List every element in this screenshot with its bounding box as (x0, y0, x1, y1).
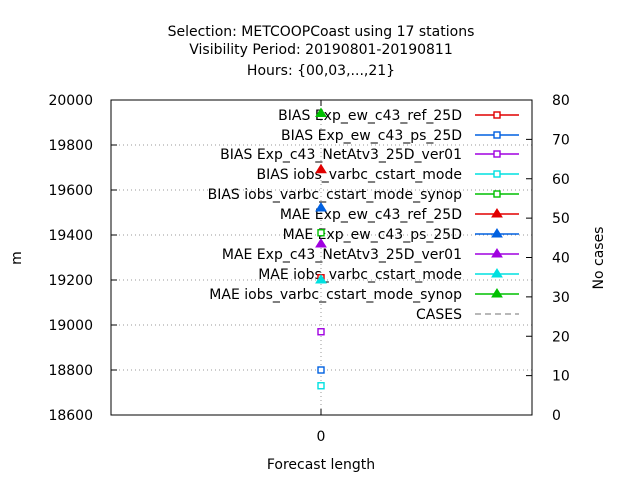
data-point (317, 328, 325, 336)
legend-label: BIAS Exp_c43_NetAtv3_25D_ver01 (220, 147, 462, 163)
data-point (315, 202, 327, 212)
legend-label: CASES (416, 307, 462, 323)
legend-label: BIAS iobs_varbc_cstart_mode_synop (208, 187, 463, 203)
legend-label: MAE Exp_ew_c43_ps_25D (283, 227, 462, 243)
y2-tick-label: 40 (552, 251, 570, 267)
chart-title-line: Hours: {00,03,...,21} (247, 63, 395, 79)
legend-marker (491, 228, 503, 238)
y2-tick-label: 70 (552, 132, 570, 148)
chart-title-line: Visibility Period: 20190801-20190811 (189, 42, 453, 58)
legend-marker (491, 288, 503, 298)
y2-axis-label: No cases (591, 227, 607, 290)
y2-tick-label: 20 (552, 329, 570, 345)
data-point (315, 274, 327, 284)
data-points (315, 107, 327, 390)
legend-label: MAE Exp_c43_NetAtv3_25D_ver01 (222, 247, 462, 263)
data-point (315, 163, 327, 174)
data-point (317, 366, 325, 374)
y2-tick-label: 30 (552, 290, 570, 306)
chart-title: Selection: METCOOPCoast using 17 station… (168, 24, 475, 79)
legend-label: BIAS iobs_varbc_cstart_mode (257, 167, 463, 183)
y-tick-label: 19000 (48, 318, 93, 334)
legend-marker (491, 208, 503, 218)
legend-label: BIAS Exp_ew_c43_ref_25D (278, 108, 462, 124)
data-point (317, 229, 325, 237)
legend-marker (493, 131, 501, 139)
y-tick-label: 19600 (48, 183, 93, 199)
y-axis: 18600 18800 19000 19200 19400 19600 19800 20000 (48, 93, 117, 424)
data-point (315, 238, 327, 248)
y2-tick-label: 0 (552, 408, 561, 424)
x-tick-label: 0 (317, 429, 326, 445)
y-tick-label: 18600 (48, 408, 93, 424)
legend-label: MAE iobs_varbc_cstart_mode (258, 267, 462, 283)
y-axis-label: m (9, 251, 25, 265)
y-tick-label: 19200 (48, 273, 93, 289)
legend-marker (493, 150, 501, 158)
data-point (317, 382, 325, 390)
y2-tick-label: 10 (552, 369, 570, 385)
legend: BIAS Exp_ew_c43_ref_25D BIAS Exp_ew_c43_p… (208, 108, 519, 323)
legend-marker (491, 248, 503, 258)
legend-marker (491, 268, 503, 278)
x-axis: 0 (317, 100, 326, 445)
legend-label: BIAS Exp_ew_c43_ps_25D (281, 128, 462, 144)
legend-marker (493, 111, 501, 119)
data-point (315, 107, 327, 117)
legend-label: MAE Exp_ew_c43_ref_25D (280, 207, 462, 223)
y-tick-label: 18800 (48, 363, 93, 379)
y2-tick-label: 60 (552, 172, 570, 188)
y2-tick-label: 50 (552, 211, 570, 227)
y2-tick-label: 80 (552, 93, 570, 109)
y-tick-label: 19400 (48, 228, 93, 244)
legend-label: MAE iobs_varbc_cstart_mode_synop (209, 287, 462, 303)
y-tick-label: 20000 (48, 93, 93, 109)
grid (111, 100, 532, 415)
legend-marker (493, 190, 501, 198)
chart-title-line: Selection: METCOOPCoast using 17 station… (168, 24, 475, 40)
legend-marker (493, 170, 501, 178)
y2-axis: 0 10 20 30 40 50 60 70 80 (526, 93, 570, 424)
x-axis-label: Forecast length (267, 457, 375, 473)
y-tick-label: 19800 (48, 138, 93, 154)
